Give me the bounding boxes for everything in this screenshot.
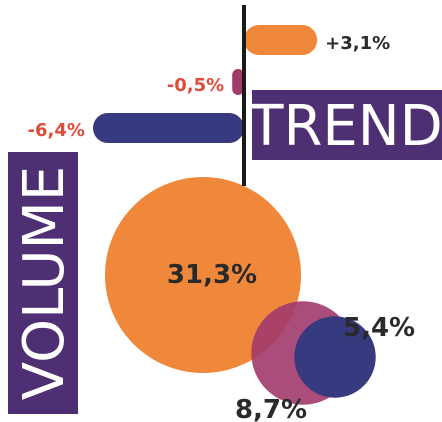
volume-bubble-2 (294, 316, 376, 398)
trend-bar-0 (244, 25, 318, 55)
trend-title-box (252, 90, 442, 160)
trend-label-1: -0,5% (167, 75, 224, 96)
volume-title-box (8, 152, 78, 414)
trend-bar-1 (232, 69, 244, 95)
volume-label-1: 8,7% (235, 395, 307, 422)
trend-bar-2 (92, 113, 245, 143)
trend-title: TREND (248, 94, 442, 159)
trend-label-0: +3,1% (325, 33, 390, 54)
volume-label-2: 5,4% (343, 313, 415, 343)
volume-title: VOLUME (12, 166, 77, 401)
trend-bars (92, 25, 318, 143)
volume-bubble-0 (105, 177, 301, 373)
trend-label-2: -6,4% (28, 120, 85, 141)
volume-label-0: 31,3% (167, 260, 257, 290)
volume-bubbles (105, 177, 376, 405)
value-labels: +3,1% -0,5% -6,4% 31,3% 8,7% 5,4% (28, 33, 416, 422)
